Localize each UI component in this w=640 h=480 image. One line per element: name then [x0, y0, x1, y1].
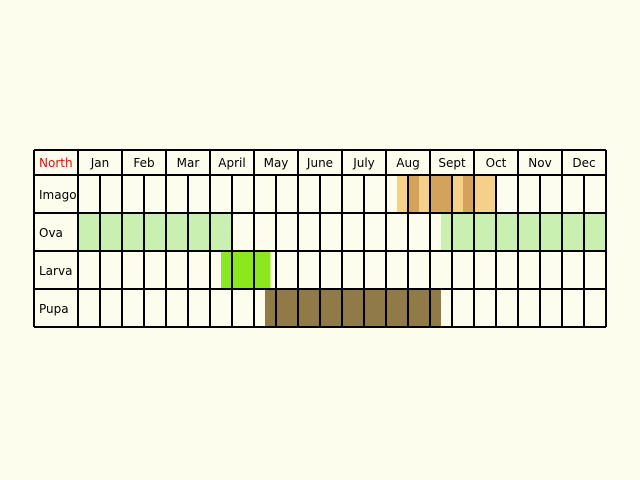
calendar-grid: [33, 149, 607, 328]
hemisphere-label: North: [39, 156, 73, 170]
larva-segment-0: [221, 251, 271, 289]
pupa-segment-0: [265, 289, 441, 327]
month-label-nov: Nov: [528, 156, 551, 170]
stage-label-imago: Imago: [39, 188, 77, 202]
stage-fills: [78, 175, 606, 327]
ova-segment-0: [78, 213, 232, 251]
imago-segment-6: [474, 175, 496, 213]
chart-labels: North Jan Feb Mar April May June July Aug Sept Oc…: [39, 156, 596, 316]
month-label-mar: Mar: [177, 156, 200, 170]
imago-segment-2: [419, 175, 430, 213]
imago-segment-4: [452, 175, 463, 213]
stage-label-larva: Larva: [39, 264, 72, 278]
month-label-aug: Aug: [396, 156, 419, 170]
month-label-june: June: [306, 156, 333, 170]
month-label-sept: Sept: [438, 156, 466, 170]
month-label-may: May: [264, 156, 289, 170]
month-label-july: July: [352, 156, 375, 170]
month-label-oct: Oct: [486, 156, 507, 170]
month-label-jan: Jan: [90, 156, 110, 170]
stage-label-pupa: Pupa: [39, 302, 69, 316]
month-label-feb: Feb: [133, 156, 154, 170]
ova-segment-1: [441, 213, 606, 251]
imago-segment-3: [430, 175, 452, 213]
stage-label-ova: Ova: [39, 226, 63, 240]
month-label-april: April: [218, 156, 245, 170]
month-label-dec: Dec: [572, 156, 595, 170]
imago-segment-1: [408, 175, 419, 213]
imago-segment-0: [397, 175, 408, 213]
imago-segment-5: [463, 175, 474, 213]
